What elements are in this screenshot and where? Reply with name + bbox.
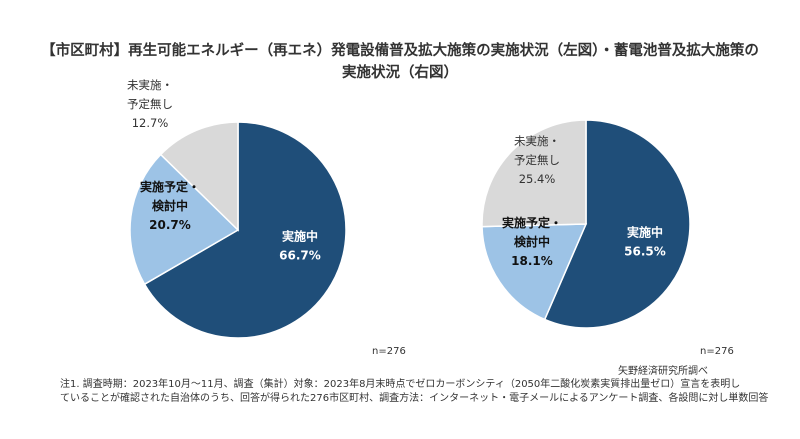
left-pie-label-implemented: 実施中 66.7%: [279, 229, 321, 263]
footnote-line1: 注1. 調査時期：2023年10月～11月、調査（集計）対象：2023年8月末時…: [60, 379, 741, 390]
left-pie-slice-not-planned: [159, 121, 239, 232]
chart-title: 【市区町村】再生可能エネルギー（再エネ）発電設備普及拡大施策の実施状況（左図）・…: [0, 40, 800, 84]
left-pie-slice-planned: [129, 153, 240, 286]
left-sample-size: n=276: [372, 346, 406, 357]
left-pie-slice-implemented: [143, 121, 347, 339]
right-pie-label-not-planned: 未実施・予定無し 25.4%: [514, 134, 560, 186]
right-pie-slice-not-planned: [481, 119, 587, 228]
chart-title-line1: 【市区町村】再生可能エネルギー（再エネ）発電設備普及拡大施策の実施状況（左図）・…: [41, 43, 759, 59]
footnote-line2: ていることが確認された自治体のうち、回答が得られた276市区町村、調査方法：イン…: [60, 393, 769, 404]
right-pie-label-planned: 実施予定・検討中 18.1%: [502, 215, 562, 268]
chart-title-line2: 実施状況（右図）: [342, 65, 458, 81]
right-pie-label-implemented: 実施中 56.5%: [624, 225, 666, 259]
left-pie-label-planned: 実施予定・検討中 20.7%: [140, 179, 200, 232]
footnote: 注1. 調査時期：2023年10月～11月、調査（集計）対象：2023年8月末時…: [60, 378, 769, 406]
right-pie-slice-planned: [481, 223, 588, 321]
right-sample-size: n=276: [700, 346, 734, 357]
left-pie-label-not-planned: 未実施・予定無し 12.7%: [127, 78, 173, 130]
source-credit: 矢野経済研究所調べ: [618, 366, 708, 377]
right-pie-slice-implemented: [543, 119, 691, 329]
